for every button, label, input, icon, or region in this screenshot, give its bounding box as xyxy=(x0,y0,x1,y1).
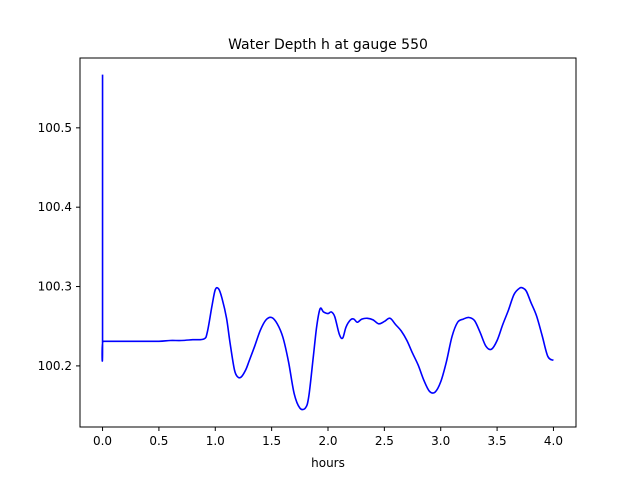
x-tick-label: 1.0 xyxy=(206,434,225,448)
x-tick-label: 0.0 xyxy=(93,434,112,448)
y-tick-label: 100.5 xyxy=(38,121,72,135)
x-tick-label: 1.5 xyxy=(262,434,281,448)
x-tick-label: 0.5 xyxy=(149,434,168,448)
plot-area xyxy=(80,58,576,427)
x-tick-label: 3.5 xyxy=(488,434,507,448)
y-tick-label: 100.4 xyxy=(38,200,72,214)
x-axis-label: hours xyxy=(311,456,345,470)
y-tick-label: 100.3 xyxy=(38,280,72,294)
chart-title: Water Depth h at gauge 550 xyxy=(228,37,428,53)
x-tick-label: 3.0 xyxy=(431,434,450,448)
y-tick-label: 100.2 xyxy=(38,359,72,373)
x-tick-label: 4.0 xyxy=(544,434,563,448)
x-tick-label: 2.0 xyxy=(318,434,337,448)
series-line xyxy=(101,74,554,411)
x-tick-label: 2.5 xyxy=(375,434,394,448)
